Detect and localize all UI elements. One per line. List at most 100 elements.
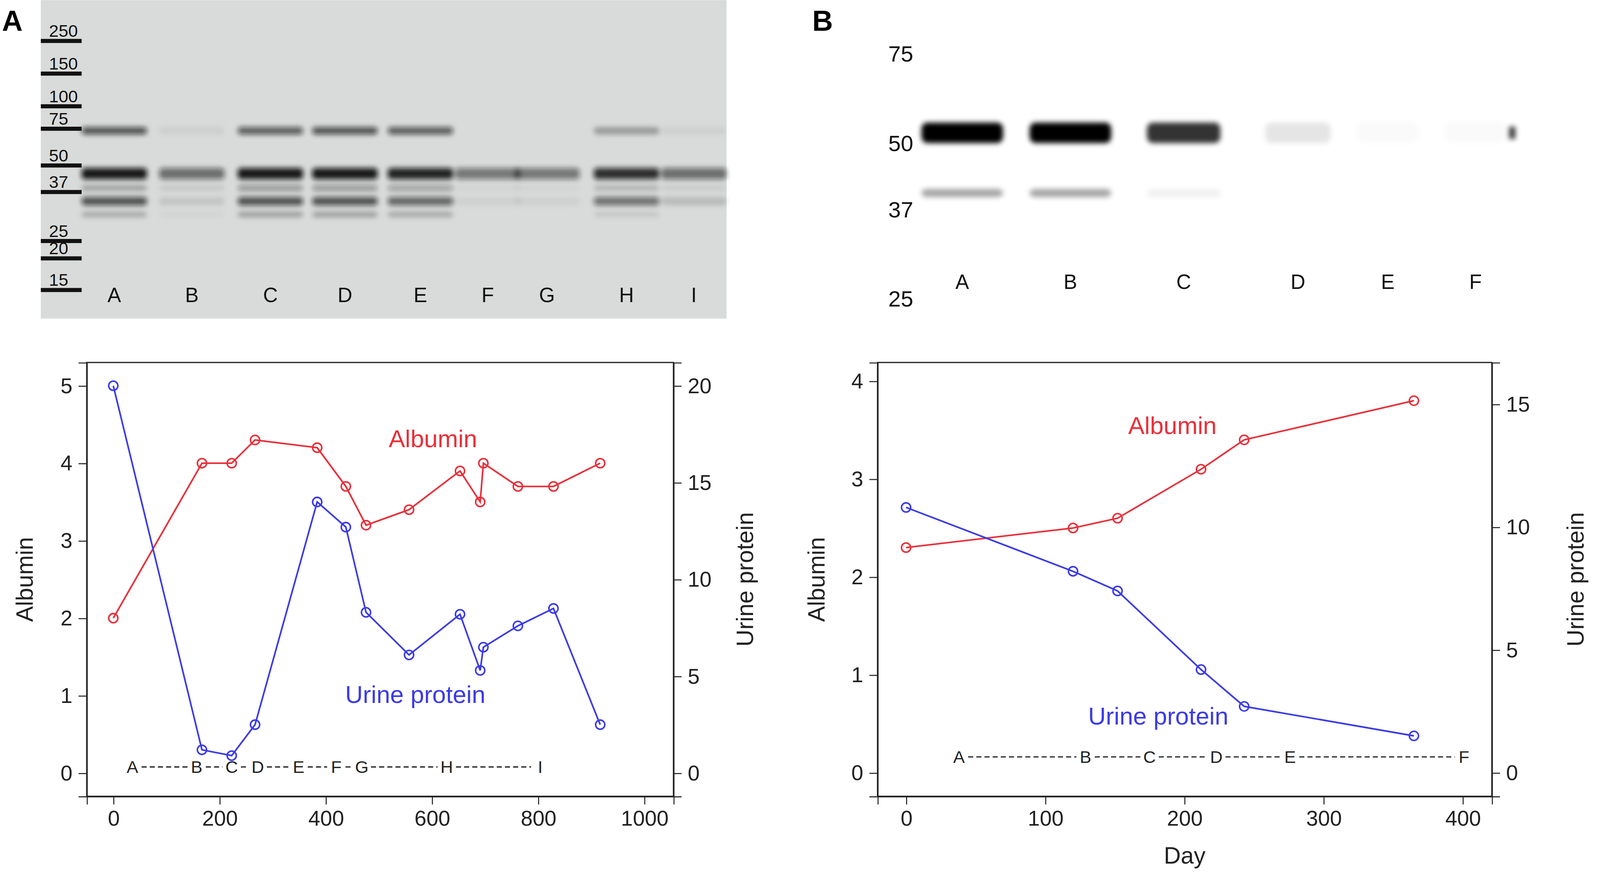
band bbox=[1265, 122, 1331, 144]
marker-label: 20 bbox=[49, 238, 69, 258]
axis-line bbox=[87, 796, 674, 805]
band bbox=[594, 127, 660, 135]
band bbox=[1146, 122, 1221, 144]
series-point bbox=[312, 443, 322, 453]
timeline-connector bbox=[455, 766, 531, 768]
series-point bbox=[478, 458, 488, 468]
chart: 010020030040001234051015AlbuminUrine pro… bbox=[803, 362, 1589, 869]
marker-label: 50 bbox=[888, 130, 914, 156]
tick: 1 bbox=[851, 662, 878, 687]
timeline-connector bbox=[1094, 755, 1141, 758]
tick-label: 5 bbox=[60, 373, 73, 398]
marker-label: 37 bbox=[888, 196, 914, 223]
band bbox=[455, 196, 521, 205]
timeline-connector bbox=[141, 766, 188, 768]
tick-label: 3 bbox=[60, 528, 73, 553]
marker-label: 75 bbox=[49, 109, 69, 129]
series-point bbox=[901, 502, 911, 512]
band bbox=[312, 127, 378, 135]
series-point bbox=[341, 522, 351, 532]
chart: 0200400600800100001234505101520AlbuminUr… bbox=[11, 362, 758, 830]
tick-label: 200 bbox=[1166, 805, 1203, 830]
timeline-label: D bbox=[1210, 747, 1223, 767]
band bbox=[237, 185, 303, 191]
series-label: Albumin bbox=[388, 425, 478, 453]
series-point bbox=[1196, 464, 1206, 474]
lane-label: E bbox=[413, 283, 428, 307]
axis-line bbox=[78, 362, 88, 797]
marker-label: 150 bbox=[49, 53, 78, 74]
plot-frame bbox=[877, 362, 1493, 797]
series-point bbox=[250, 435, 260, 445]
tick: 0 bbox=[673, 760, 700, 785]
series-point bbox=[901, 542, 911, 553]
tick-label: 1000 bbox=[620, 805, 669, 830]
axis-line bbox=[1492, 362, 1501, 797]
tick-label: 200 bbox=[202, 805, 238, 830]
series-point bbox=[475, 665, 485, 675]
lane-label: C bbox=[262, 283, 278, 307]
timeline: ABCDEF bbox=[953, 747, 1470, 767]
series-point bbox=[1113, 586, 1123, 596]
band bbox=[237, 167, 303, 179]
tick: 400 bbox=[308, 796, 344, 831]
tick-label: 10 bbox=[687, 566, 712, 591]
tick-label: 5 bbox=[1506, 637, 1519, 662]
x-axis-title: Day bbox=[1163, 842, 1206, 869]
series-point bbox=[108, 381, 118, 391]
axis-line bbox=[869, 362, 879, 797]
marker-label: 25 bbox=[49, 221, 69, 241]
tick-label: 15 bbox=[687, 470, 712, 495]
timeline-connector bbox=[1225, 755, 1282, 758]
y-axis: 012345 bbox=[60, 362, 88, 797]
band bbox=[1029, 188, 1112, 197]
tick: 0 bbox=[900, 796, 913, 831]
band bbox=[312, 196, 378, 205]
lane-label: I bbox=[691, 283, 697, 307]
tick-mark bbox=[673, 675, 682, 678]
tick: 3 bbox=[851, 466, 878, 491]
timeline-label: E bbox=[292, 757, 305, 777]
tick-label: 0 bbox=[851, 760, 864, 785]
series-label: Albumin bbox=[1128, 411, 1217, 440]
timeline-label: H bbox=[440, 757, 454, 777]
tick: 0 bbox=[107, 796, 120, 831]
bands bbox=[921, 122, 1516, 197]
tick-mark bbox=[219, 796, 221, 805]
tick: 10 bbox=[673, 566, 712, 591]
tick-mark bbox=[869, 576, 878, 579]
tick-label: 3 bbox=[851, 466, 864, 491]
tick-mark bbox=[673, 772, 682, 774]
series-point bbox=[1239, 701, 1249, 711]
tick: 200 bbox=[202, 796, 238, 831]
tick: 200 bbox=[1166, 796, 1203, 831]
band bbox=[81, 211, 147, 217]
band bbox=[1509, 126, 1516, 140]
tick-mark bbox=[538, 796, 540, 805]
tick-label: 100 bbox=[1027, 805, 1064, 830]
panel-label: A bbox=[1, 4, 23, 37]
tick-label: 1 bbox=[60, 683, 73, 708]
lane-label: F bbox=[481, 283, 494, 307]
tick-mark bbox=[1462, 796, 1464, 805]
tick-label: 600 bbox=[414, 805, 451, 830]
lane-label: A bbox=[955, 270, 970, 294]
tick: 800 bbox=[520, 796, 557, 831]
y2-axis: 051015 bbox=[1491, 362, 1530, 797]
timeline-label: C bbox=[225, 757, 238, 777]
series-line bbox=[906, 507, 1414, 736]
tick-label: 2 bbox=[851, 564, 864, 589]
band bbox=[159, 185, 225, 191]
plot-area bbox=[108, 381, 605, 761]
panel-label: B bbox=[812, 4, 833, 37]
band bbox=[387, 185, 454, 191]
marker-label: 100 bbox=[49, 86, 78, 106]
series-line bbox=[906, 400, 1414, 548]
band bbox=[312, 185, 378, 191]
series-line bbox=[113, 439, 601, 619]
tick-mark bbox=[1045, 796, 1047, 805]
tick: 100 bbox=[1027, 796, 1064, 831]
band bbox=[81, 185, 147, 191]
tick: 0 bbox=[60, 760, 88, 785]
tick-mark bbox=[113, 796, 115, 805]
